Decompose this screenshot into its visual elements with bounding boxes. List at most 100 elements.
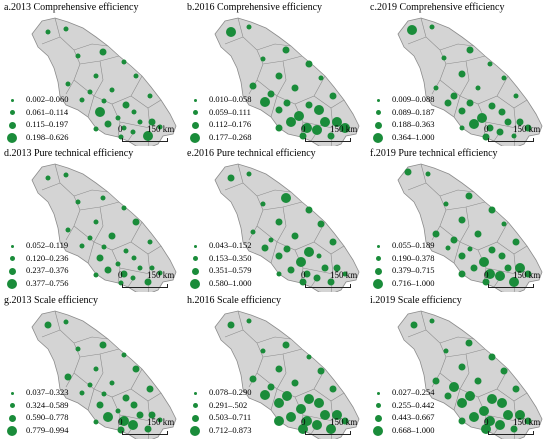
efficiency-dot xyxy=(321,264,329,272)
efficiency-dot xyxy=(283,99,291,107)
efficiency-dot xyxy=(488,102,496,110)
legend-item: 0.037–0.323 xyxy=(6,387,96,400)
province-map xyxy=(31,310,177,439)
legend-label: 0.037–0.323 xyxy=(26,387,69,397)
efficiency-dot xyxy=(275,106,283,114)
efficiency-dot xyxy=(515,263,525,273)
legend-dot xyxy=(8,121,16,129)
legend-dot xyxy=(374,414,382,422)
legend-dot xyxy=(10,391,14,395)
legend-label: 0.443–0.667 xyxy=(392,412,435,422)
city-boundary xyxy=(407,182,427,191)
efficiency-dot xyxy=(286,117,296,127)
efficiency-dot xyxy=(157,124,163,130)
legend-label: 0.120–0.236 xyxy=(26,252,69,263)
efficiency-dot xyxy=(130,129,136,135)
efficiency-dot xyxy=(260,56,266,62)
panel-title: h.2016 Scale efficiency xyxy=(187,295,281,306)
efficiency-dot xyxy=(101,98,107,104)
efficiency-dot xyxy=(121,205,127,211)
efficiency-dot xyxy=(432,230,440,238)
scale-end-label: 150 km xyxy=(513,417,541,427)
scale-bar: 0 150 km xyxy=(484,417,546,437)
legend-item: 0.364–1.000 xyxy=(372,132,462,145)
legend-dot xyxy=(190,425,200,436)
legend-item: 0.043–0.152 xyxy=(189,240,279,253)
legend-dot xyxy=(376,98,380,102)
efficiency-dot xyxy=(120,270,128,278)
efficiency-dot xyxy=(305,60,313,68)
city-boundary xyxy=(73,43,109,51)
efficiency-dot xyxy=(75,346,81,352)
efficiency-dot xyxy=(260,390,270,400)
legend-label: 0.055–0.189 xyxy=(392,240,435,250)
efficiency-dot xyxy=(144,425,152,433)
legend: 0.027–0.254 0.255–0.442 0.443–0.667 0.668–1… xyxy=(372,387,462,437)
scale-end-label: 150 km xyxy=(330,270,358,280)
efficiency-dot xyxy=(513,93,519,99)
efficiency-dot xyxy=(488,353,496,361)
efficiency-dot xyxy=(93,126,99,132)
efficiency-dot xyxy=(314,398,324,408)
efficiency-dot xyxy=(137,119,143,125)
efficiency-dot xyxy=(79,97,85,103)
legend-label: 0.009–0.088 xyxy=(392,94,435,104)
efficiency-dot xyxy=(101,391,107,397)
scale-line xyxy=(305,431,351,435)
efficiency-dot xyxy=(486,124,494,132)
efficiency-dot xyxy=(122,101,130,109)
efficiency-dot xyxy=(121,352,127,358)
efficiency-dot xyxy=(132,218,140,226)
panel-title: i.2019 Scale efficiency xyxy=(370,295,462,306)
efficiency-dot xyxy=(524,124,532,132)
legend-dot xyxy=(193,244,197,248)
city-boundary xyxy=(87,388,95,411)
efficiency-dot xyxy=(314,105,324,115)
city-boundary xyxy=(270,95,278,118)
city-boundary xyxy=(270,388,278,411)
efficiency-dot xyxy=(75,199,81,205)
efficiency-dot xyxy=(95,107,105,117)
province-outline xyxy=(214,310,360,439)
city-boundary xyxy=(87,241,95,264)
efficiency-dot xyxy=(227,174,235,182)
city-boundary xyxy=(119,414,151,422)
legend-dot xyxy=(9,403,15,408)
province-map xyxy=(214,163,360,292)
city-boundary xyxy=(407,329,427,338)
efficiency-dot xyxy=(475,85,481,91)
efficiency-dot xyxy=(312,125,322,135)
legend-item: 0.291–.502 xyxy=(189,400,279,413)
legend-dot xyxy=(7,132,17,143)
legend-label: 0.153–0.350 xyxy=(209,252,252,263)
map-panel: h.2016 Scale efficiency 0.078–0.290 0.291–… xyxy=(183,293,366,439)
efficiency-dot xyxy=(510,425,518,433)
efficiency-dot xyxy=(157,417,163,423)
legend-dot xyxy=(9,110,15,115)
efficiency-dot xyxy=(509,277,519,287)
efficiency-dot xyxy=(458,70,466,78)
efficiency-dot xyxy=(327,132,335,140)
efficiency-dot xyxy=(305,101,313,109)
city-boundary xyxy=(420,310,447,358)
efficiency-dot xyxy=(327,278,335,286)
legend: 0.002–0.060 0.061–0.114 0.115–0.197 0.198–0… xyxy=(6,94,96,144)
legend-item: 0.027–0.254 xyxy=(372,387,462,400)
efficiency-dot xyxy=(306,354,312,360)
efficiency-dot xyxy=(498,108,506,116)
efficiency-dot xyxy=(485,269,495,279)
efficiency-dot xyxy=(274,398,284,408)
scale-end-label: 150 km xyxy=(147,124,175,134)
legend-item: 0.190–0.378 xyxy=(372,253,462,266)
city-boundary xyxy=(459,353,470,390)
efficiency-dot xyxy=(485,416,495,426)
scale-bar: 0 150 km xyxy=(118,124,180,144)
legend-dot xyxy=(7,425,17,436)
efficiency-dot xyxy=(286,412,296,422)
efficiency-dot xyxy=(304,394,314,404)
efficiency-dot xyxy=(122,394,130,402)
scale-bar: 0 150 km xyxy=(301,124,363,144)
scale-bar: 0 150 km xyxy=(118,417,180,437)
legend-dot xyxy=(373,278,383,289)
scale-start-label: 0 xyxy=(118,270,123,280)
